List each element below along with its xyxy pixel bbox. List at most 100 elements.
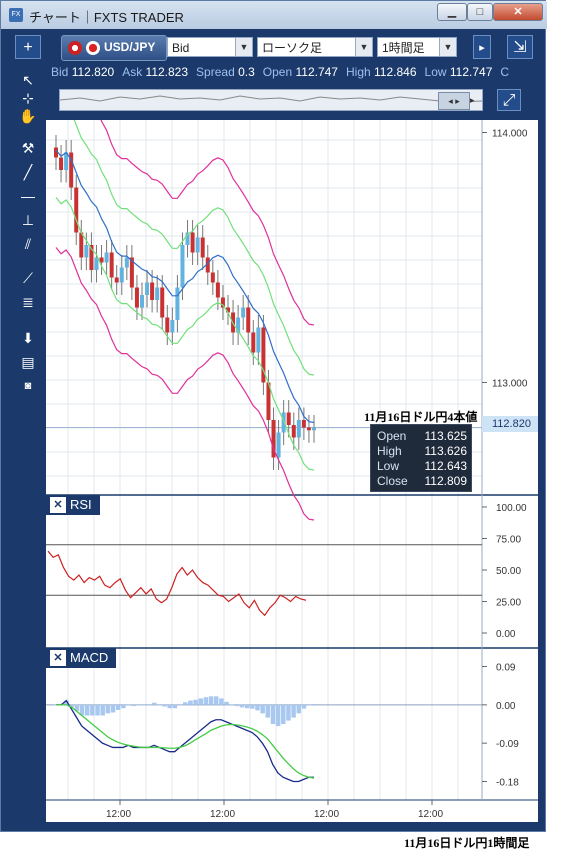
list-icon: ▤: [21, 354, 35, 370]
candle-body: [291, 425, 296, 438]
ohlc-row: Open 113.625: [377, 429, 469, 444]
minimize-button[interactable]: ▁: [437, 3, 467, 21]
navigator-thumb[interactable]: ◂ ▸: [438, 92, 470, 110]
ohlc-value: 113.626: [424, 444, 468, 458]
navigator-right-arrow[interactable]: ▸: [470, 92, 480, 108]
close-button[interactable]: ✕: [493, 3, 543, 21]
channel-tool[interactable]: ⫽: [15, 233, 41, 255]
macd-histogram-bar: [100, 704, 105, 716]
chart-navigator[interactable]: ◂ ▸ ▸: [59, 89, 483, 111]
y-tick-label: 50.00: [496, 566, 521, 577]
candle-body: [210, 272, 215, 283]
rsi-panel-label: ✕ RSI: [46, 495, 100, 515]
toolbar-scroll-button[interactable]: ▸: [473, 35, 491, 59]
download-tool[interactable]: ⬇: [15, 327, 41, 349]
bollinger-band-2sigma-upper: [100, 120, 315, 326]
candle-body: [59, 157, 64, 170]
parallel-lines-icon: ⫽: [24, 236, 32, 252]
add-chart-button[interactable]: +: [15, 35, 41, 59]
close-icon[interactable]: ✕: [50, 497, 66, 513]
ohlc-value: 112.809: [424, 474, 468, 488]
chevron-down-icon: ▼: [235, 38, 252, 56]
maximize-icon: □: [476, 6, 484, 18]
currency-pair-button[interactable]: USD/JPY: [61, 35, 167, 61]
candle-body: [119, 267, 124, 283]
ohlc-row: Close 112.809: [377, 474, 469, 489]
t-line-icon: ⊥: [21, 212, 35, 228]
candle-body: [84, 245, 89, 258]
quote-label: Spread: [196, 65, 235, 79]
macd-histogram-bar: [250, 704, 255, 709]
macd-histogram-bar: [131, 704, 136, 707]
macd-histogram-bar: [213, 696, 219, 705]
chevron-down-icon: ▼: [355, 38, 372, 56]
fibonacci-icon: ≣: [22, 294, 34, 310]
pan-tool[interactable]: ✋: [15, 105, 41, 127]
quote-bar: Bid 112.820 Ask 112.823 Spread 0.3 Open 112…: [51, 65, 541, 85]
chart-area[interactable]: 114.000 113.000 100.00 75.00 50.00 25.00 0.00 0…: [46, 120, 538, 822]
macd-histogram-bar: [188, 700, 193, 705]
horizontal-line-tool[interactable]: —: [15, 185, 41, 207]
y-tick-label: 114.000: [492, 129, 528, 140]
undock-button[interactable]: ⇲: [507, 35, 533, 59]
quote-value: 112.823: [145, 65, 189, 79]
macd-histogram-bar: [224, 701, 229, 705]
pointer-tool[interactable]: ↖: [15, 69, 41, 91]
ohlc-box: Open 113.625 High 113.626 Low 112.643 Close 112…: [370, 424, 472, 492]
zoom-fit-button[interactable]: ⤢: [497, 89, 521, 111]
fibonacci-tool[interactable]: ≣: [15, 291, 41, 313]
macd-line: [56, 699, 314, 783]
list-tool[interactable]: ▤: [15, 351, 41, 373]
candle-body: [251, 332, 256, 353]
x-tick-label: 12:00: [210, 809, 235, 820]
macd-histogram-bar: [95, 704, 100, 716]
y-tick-label: 25.00: [496, 598, 521, 609]
current-price-tag: 112.820: [482, 416, 538, 432]
ohlc-label: Open: [377, 429, 407, 443]
x-tick-label: 12:00: [106, 809, 131, 820]
ohlc-label: Low: [377, 459, 400, 473]
candle-body: [215, 282, 220, 298]
currency-pair-label: USD/JPY: [104, 40, 156, 54]
macd-histogram-bar: [110, 704, 116, 713]
y-tick-label: 113.000: [492, 379, 528, 390]
macd-histogram-bar: [260, 704, 265, 714]
candle-body: [160, 287, 165, 318]
timeframe-select[interactable]: 1時間足 ▼: [377, 37, 457, 57]
title-bar[interactable]: FX チャート｜FXTS TRADER ▁ □ ✕: [1, 1, 547, 29]
screenshot-tool[interactable]: ◙: [15, 375, 41, 397]
quote-label: Bid: [51, 65, 69, 79]
select-tool[interactable]: ⊹: [15, 87, 41, 109]
candle-body: [114, 277, 119, 283]
chart-type-select[interactable]: ローソク足 ▼: [257, 37, 373, 57]
ohlc-value: 113.625: [424, 429, 468, 443]
maximize-button[interactable]: □: [467, 3, 493, 21]
candle-body: [170, 320, 175, 333]
quote-value: 112.846: [374, 65, 417, 79]
macd-histogram-bar: [126, 704, 131, 706]
hand-icon: ✋: [19, 108, 37, 124]
bollinger-band-1sigma-lower: [55, 197, 315, 471]
us-flag-icon: [68, 41, 82, 55]
chevron-right-icon: ▸: [470, 95, 475, 105]
macd-histogram-bar: [296, 704, 302, 714]
candle-body: [312, 427, 316, 431]
macd-histogram-bar: [115, 704, 121, 710]
bollinger-band-2sigma-lower: [55, 247, 315, 521]
macd-panel-label: ✕ MACD: [46, 648, 117, 668]
arrow-down-icon: ⬇: [22, 330, 34, 346]
macd-histogram-bar: [146, 704, 152, 706]
macd-histogram-bar: [244, 704, 250, 709]
vertical-line-tool[interactable]: ⊥: [15, 209, 41, 231]
chevron-right-icon: ▸: [479, 42, 485, 54]
delete-tool[interactable]: ⚒: [15, 137, 41, 159]
macd-histogram-bar: [74, 704, 80, 712]
candle-body: [109, 252, 114, 278]
y-tick-label: 100.00: [496, 503, 527, 514]
trendline-tool[interactable]: ╱: [15, 161, 41, 183]
y-tick-label: 0.09: [496, 663, 516, 674]
fan-tool[interactable]: ⟋: [15, 267, 41, 289]
candle-body: [236, 317, 241, 333]
price-type-select[interactable]: Bid ▼: [167, 37, 253, 57]
close-icon[interactable]: ✕: [50, 650, 66, 666]
